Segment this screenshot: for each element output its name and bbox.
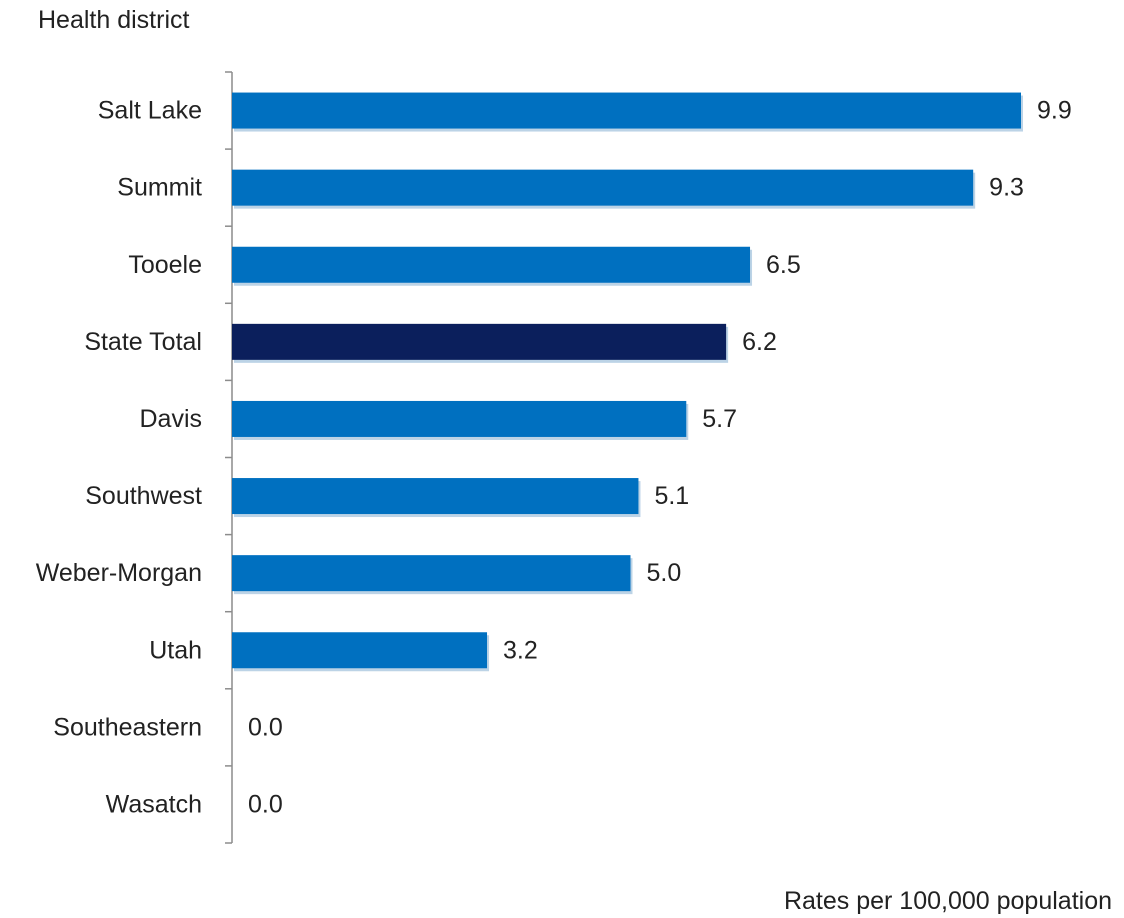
value-label: 6.5 [766, 251, 801, 279]
y-axis-title: Health district [38, 6, 189, 34]
value-label: 3.2 [503, 636, 538, 664]
category-label: Southwest [85, 482, 202, 510]
category-labels: Salt Lake Summit Tooele State Total Davis Sou… [36, 97, 202, 819]
category-label: Tooele [128, 251, 202, 279]
bar [232, 92, 1021, 129]
bar [232, 478, 639, 515]
value-label: 9.9 [1037, 97, 1072, 125]
category-label: Southeastern [53, 713, 202, 741]
value-label: 0.0 [248, 790, 283, 818]
bars [232, 92, 1023, 672]
value-label: 6.2 [742, 328, 777, 356]
y-axis-ticks [225, 71, 232, 844]
category-label: Salt Lake [98, 97, 202, 125]
bar [232, 632, 488, 669]
category-label: Weber-Morgan [36, 559, 202, 587]
bar [232, 555, 631, 592]
bar [232, 169, 974, 206]
value-label: 5.1 [654, 482, 689, 510]
category-label: Wasatch [106, 790, 202, 818]
bar [232, 323, 727, 360]
category-label: Davis [139, 405, 202, 433]
category-label: Summit [117, 174, 202, 202]
value-label: 5.7 [702, 405, 737, 433]
bar [232, 400, 687, 437]
bar [232, 246, 751, 283]
x-axis-title: Rates per 100,000 population [784, 887, 1112, 915]
category-label: Utah [149, 636, 202, 664]
value-labels: 9.9 9.3 6.5 6.2 5.7 5.1 5.0 3.2 0.0 0.0 [248, 97, 1072, 819]
value-label: 0.0 [248, 713, 283, 741]
value-label: 5.0 [646, 559, 681, 587]
value-label: 9.3 [989, 174, 1024, 202]
category-label: State Total [84, 328, 202, 356]
